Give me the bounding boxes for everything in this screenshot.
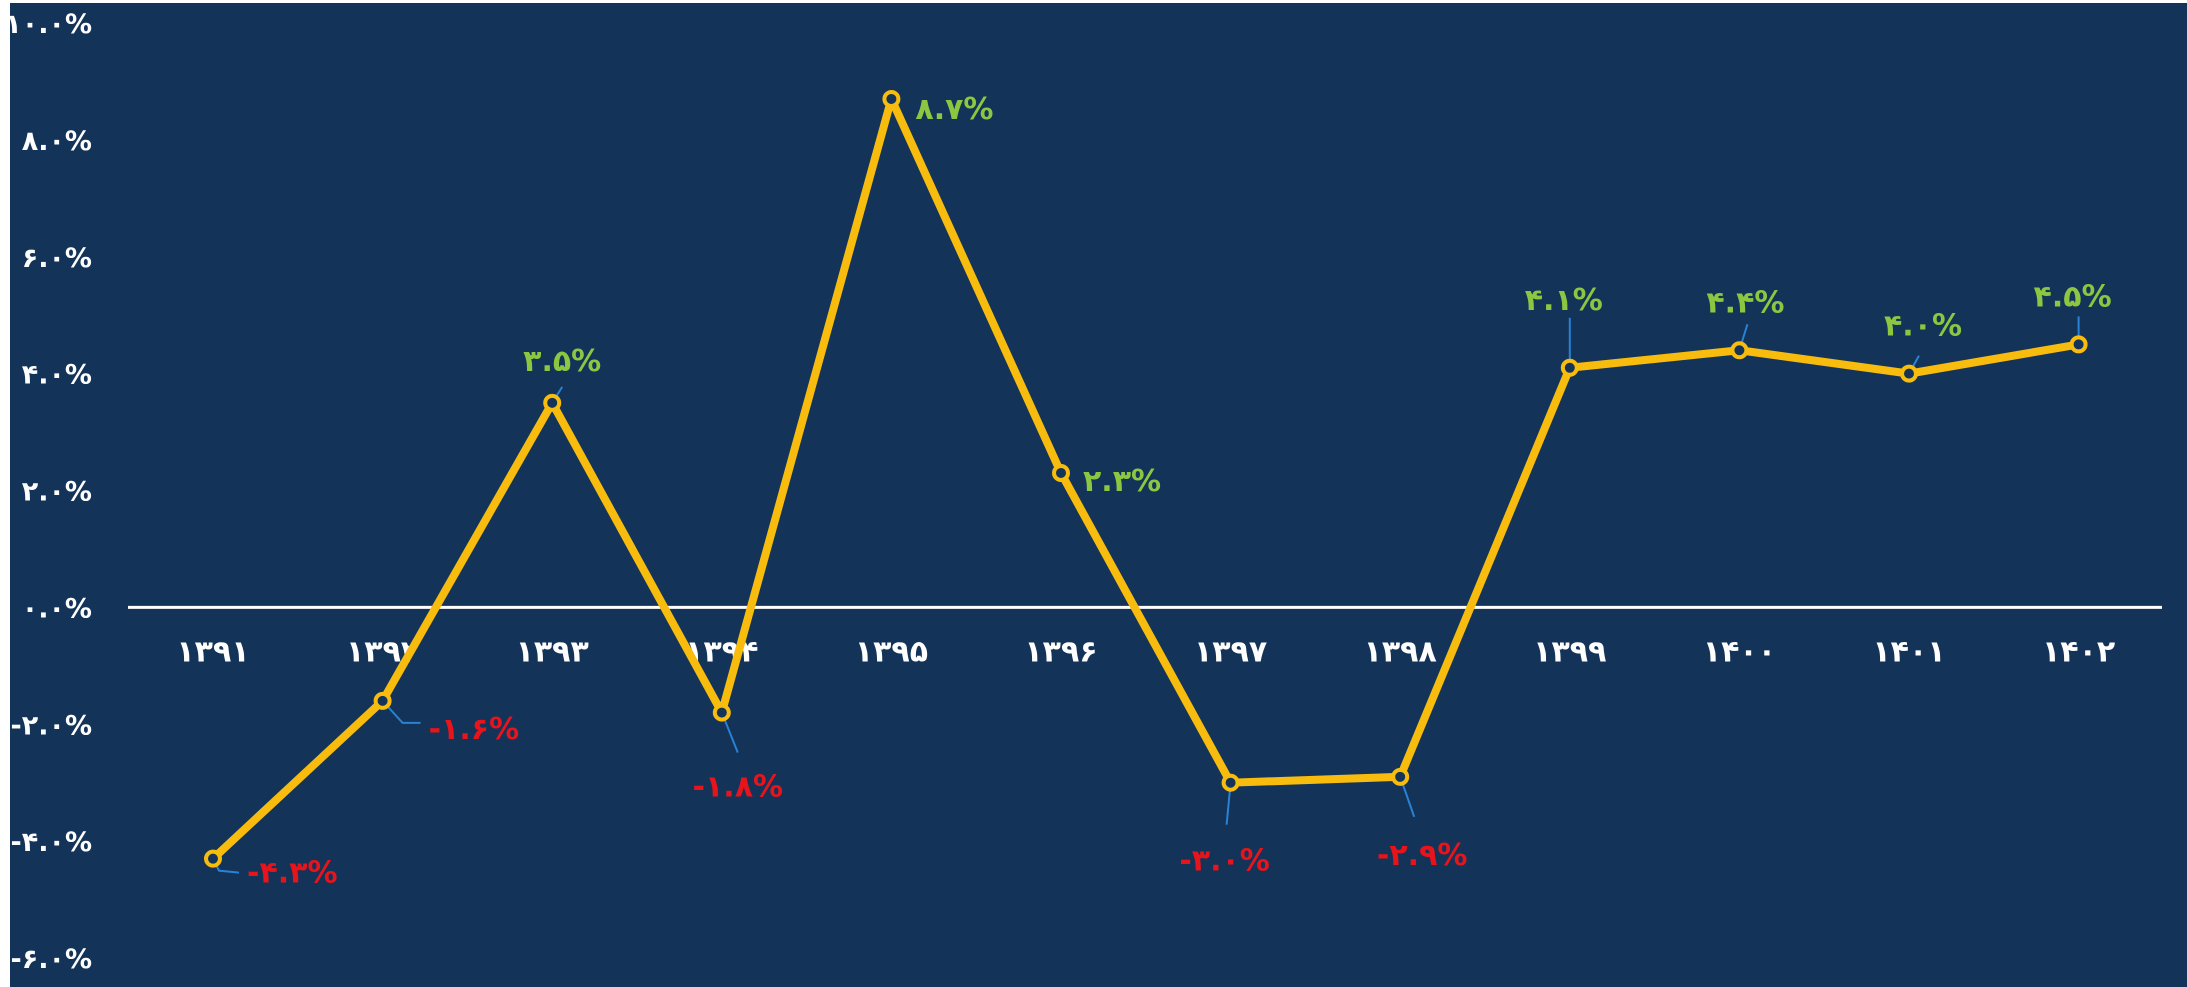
y-tick-label: ۲.۰%	[22, 477, 92, 508]
data-point	[882, 89, 901, 108]
data-point	[1560, 358, 1579, 377]
x-tick-label: ۱۳۹۶	[1024, 634, 1097, 669]
data-point	[2069, 335, 2088, 354]
x-tick-label: ۱۳۹۸	[1364, 634, 1437, 669]
y-tick-label: -۴.۰%	[11, 827, 92, 858]
data-label: ۸.۷%	[915, 92, 993, 127]
data-point	[204, 849, 222, 868]
label-leader-line	[381, 700, 421, 724]
x-tick-label: ۱۳۹۳	[516, 634, 589, 669]
x-tick-label: ۱۴۰۲	[2042, 634, 2115, 669]
y-tick-label: -۶.۰%	[11, 944, 92, 975]
data-label: -۱.۸%	[693, 770, 784, 805]
x-tick-label: ۱۴۰۰	[1703, 634, 1776, 669]
data-labels: -۴.۳% -۱.۶% ۳.۵% -۱.۸% ۸.۷% ۲.۳% -۳.۰% -۲.۹% ۴.۱…	[247, 92, 2112, 891]
data-label: -۴.۳%	[247, 856, 338, 891]
data-label: -۲.۹%	[1377, 838, 1468, 873]
y-tick-label: ۰.۰%	[22, 593, 92, 624]
data-points	[204, 89, 2088, 868]
data-point	[373, 691, 392, 710]
data-label: ۴.۴%	[1706, 285, 1784, 320]
x-tick-label: ۱۳۹۹	[1533, 634, 1606, 669]
drop-lines	[212, 98, 2080, 859]
y-tick-label: ۱۰.۰%	[5, 9, 92, 40]
y-tick-label: ۴.۰%	[22, 360, 92, 391]
data-point	[1052, 463, 1070, 482]
data-label: -۱.۶%	[429, 712, 520, 747]
y-tick-label: ۸.۰%	[22, 126, 92, 157]
series-line-path	[209, 94, 2083, 863]
data-label: ۴.۵%	[2034, 279, 2112, 314]
x-tick-label: ۱۳۹۱	[176, 634, 249, 669]
x-tick-label: ۱۴۰۱	[1872, 634, 1945, 669]
data-point	[1730, 341, 1749, 360]
data-point	[1900, 364, 1918, 383]
x-tick-label: ۱۳۹۵	[855, 634, 928, 669]
series-line	[209, 94, 2083, 863]
data-label: ۲.۳%	[1083, 464, 1161, 499]
y-tick-label: ۶.۰%	[22, 243, 92, 274]
y-tick-label: -۲.۰%	[11, 710, 92, 741]
data-label: ۳.۵%	[523, 344, 601, 379]
data-point	[543, 393, 562, 412]
axes: ۱۰.۰% ۸.۰% ۶.۰% ۴.۰% ۲.۰% ۰.۰% -۲.۰% -۴.۰% -۶.۰%…	[5, 9, 2162, 975]
data-point	[1391, 767, 1410, 786]
data-point	[712, 703, 731, 722]
data-label: ۴.۱%	[1525, 283, 1603, 318]
plot-background	[10, 3, 2187, 987]
data-label: -۳.۰%	[1179, 844, 1270, 879]
x-tick-label: ۱۳۹۷	[1194, 634, 1267, 669]
data-label: ۴.۰%	[1884, 309, 1962, 344]
data-point	[1221, 773, 1240, 792]
